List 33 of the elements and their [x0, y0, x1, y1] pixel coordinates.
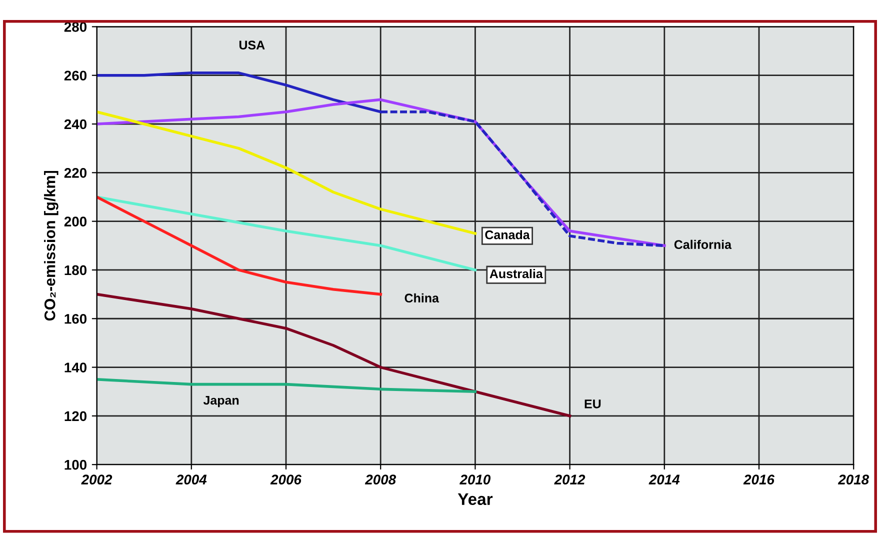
- y-tick-label: 100: [64, 460, 87, 470]
- line-series: [96, 196, 382, 296]
- x-tick-label: 2016: [743, 474, 775, 485]
- series-label: China: [404, 293, 440, 303]
- y-tick-label: 160: [64, 314, 87, 324]
- x-axis-title: Year: [458, 493, 493, 506]
- y-tick-label: 220: [64, 168, 87, 178]
- line-series: [96, 110, 477, 235]
- series-label: Japan: [203, 396, 239, 408]
- x-tick-label: 2004: [176, 474, 207, 485]
- series-label: Canada: [485, 230, 530, 240]
- line-series: [96, 196, 477, 272]
- x-tick-label: 2006: [270, 474, 302, 485]
- y-axis-title: CO₂-emission [g/km]: [44, 170, 58, 321]
- y-tick-label: 140: [64, 362, 87, 372]
- x-tick-label: 2014: [648, 474, 680, 485]
- y-tick-label: 260: [64, 70, 87, 81]
- x-tick-label: 2012: [554, 474, 586, 485]
- x-tick-label: 2008: [364, 474, 396, 485]
- y-tick-label: 120: [64, 411, 87, 422]
- y-tick-label: 280: [64, 22, 87, 32]
- line-series: [96, 378, 477, 393]
- series-label: California: [674, 240, 732, 249]
- y-tick-label: 240: [64, 119, 87, 130]
- series-label: USA: [239, 40, 265, 50]
- y-tick-label: 180: [64, 265, 87, 276]
- series-label: EU: [584, 400, 601, 408]
- line-series: [96, 292, 572, 418]
- series-label: Australia: [490, 269, 543, 278]
- x-tick-label: 2018: [838, 474, 870, 485]
- y-tick-label: 200: [64, 216, 87, 226]
- x-tick-label: 2010: [460, 474, 491, 485]
- x-tick-label: 2002: [81, 474, 112, 485]
